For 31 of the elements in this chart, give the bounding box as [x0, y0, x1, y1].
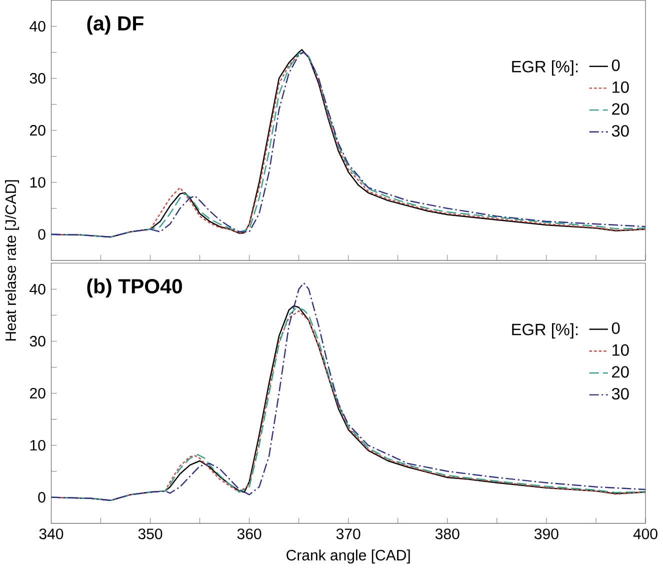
- legend-title: EGR [%]:: [512, 323, 578, 338]
- y-tick-label: 40: [30, 284, 46, 294]
- x-axis-title: Crank angle [CAD]: [286, 549, 410, 564]
- legend-label: 30: [612, 388, 629, 400]
- text: (b) TPO40: [87, 278, 182, 298]
- x-tick-label: 360: [237, 528, 262, 539]
- y-tick-label: 10: [30, 440, 46, 450]
- legend-label: 10: [612, 81, 629, 93]
- legend-label: 20: [612, 366, 629, 378]
- x-tick-label: 400: [633, 528, 658, 539]
- y-tick-label: 0: [38, 492, 46, 502]
- legend-title: EGR [%]:: [512, 60, 578, 76]
- legend-label: 20: [612, 102, 629, 115]
- y-axis-title: Heat relase rate [J/CAD]: [5, 180, 19, 340]
- legend-label: 0: [612, 59, 620, 71]
- text: (a) DF: [87, 15, 144, 34]
- x-tick-label: 390: [534, 528, 558, 539]
- y-tick-label: 40: [30, 20, 46, 32]
- x-tick-label: 350: [138, 528, 162, 539]
- y-tick-label: 20: [30, 124, 46, 136]
- x-tick-label: 370: [336, 528, 360, 539]
- legend-label: 30: [612, 124, 629, 136]
- legend-label: 0: [612, 322, 620, 334]
- x-tick-label: 340: [39, 528, 64, 539]
- y-tick-label: 0: [38, 228, 46, 240]
- y-tick-label: 30: [30, 336, 46, 346]
- y-tick-label: 20: [30, 388, 46, 398]
- legend-label: 10: [612, 344, 629, 356]
- y-tick-label: 30: [30, 72, 46, 84]
- x-tick-label: 380: [435, 528, 460, 539]
- y-tick-label: 10: [30, 176, 46, 188]
